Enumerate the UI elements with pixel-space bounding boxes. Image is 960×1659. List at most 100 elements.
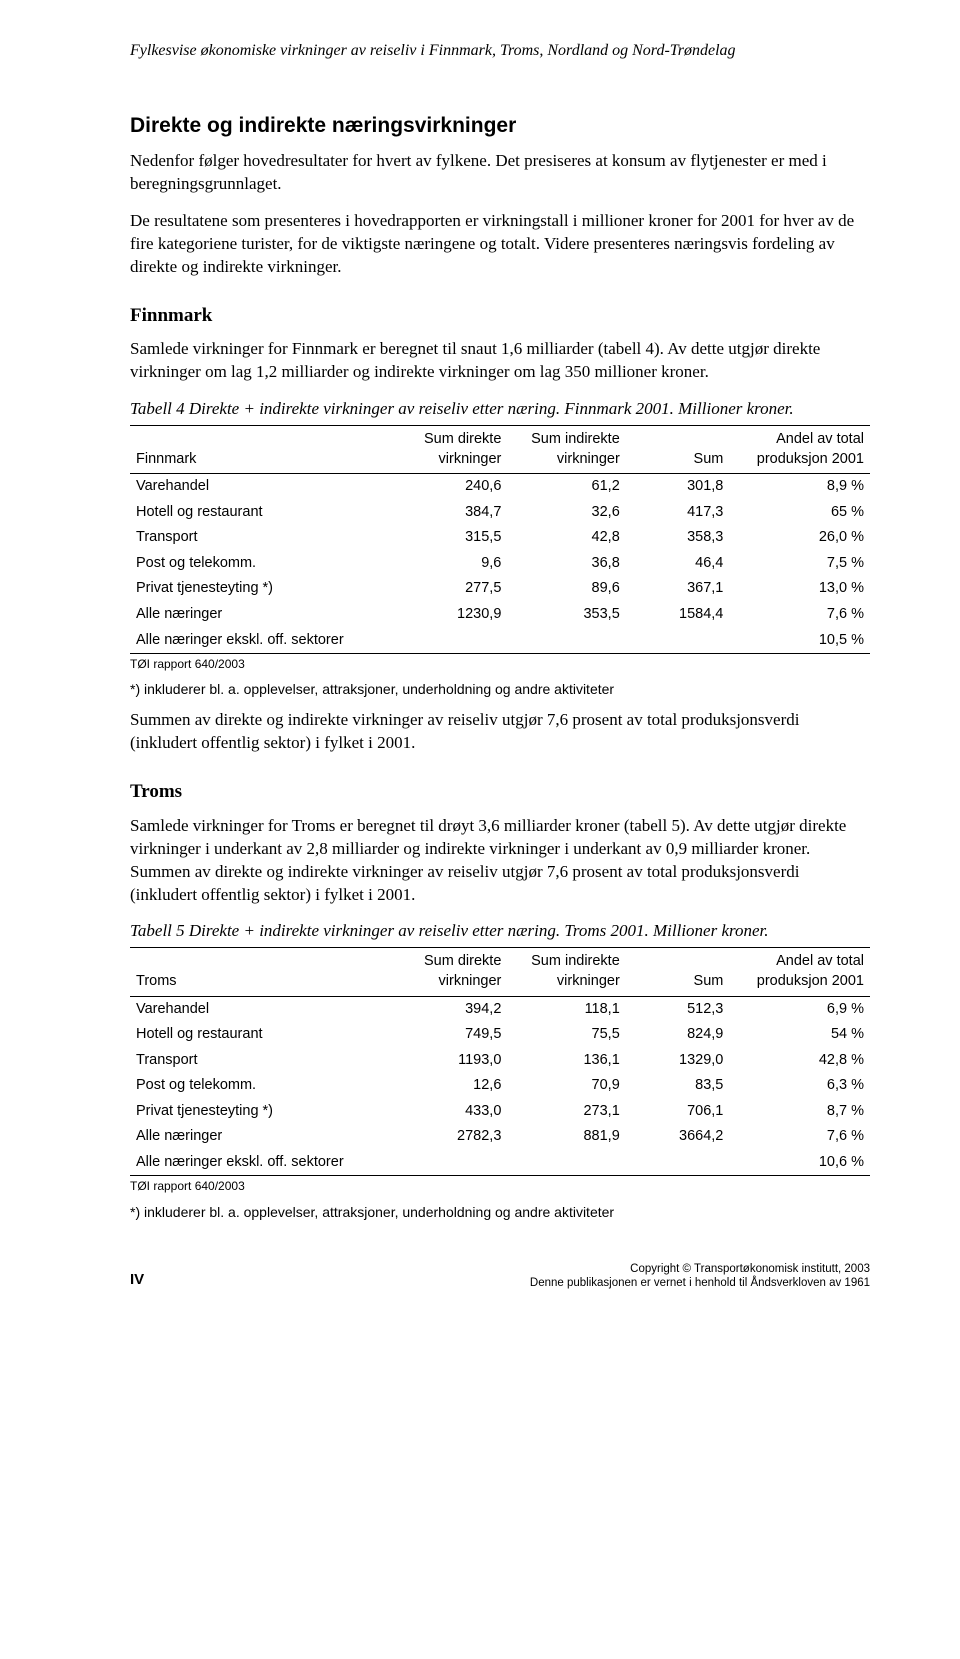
row-value: 881,9 (507, 1124, 625, 1150)
row-label: Privat tjenesteyting *) (130, 1099, 396, 1125)
row-value: 42,8 % (729, 1048, 870, 1074)
row-value: 8,7 % (729, 1099, 870, 1125)
table-row: Post og telekomm.9,636,846,47,5 % (130, 551, 870, 577)
row-value: 42,8 (507, 525, 625, 551)
intro-para-2: De resultatene som presenteres i hovedra… (130, 210, 870, 279)
row-label: Alle næringer ekskl. off. sektorer (130, 628, 396, 654)
finnmark-table-footnote: *) inkluderer bl. a. opplevelser, attrak… (130, 680, 870, 699)
troms-table-footnote: *) inkluderer bl. a. opplevelser, attrak… (130, 1203, 870, 1222)
row-label: Post og telekomm. (130, 1073, 396, 1099)
row-value (626, 628, 730, 654)
row-value: 26,0 % (729, 525, 870, 551)
row-value (626, 1150, 730, 1176)
table-row: Privat tjenesteyting *)277,589,6367,113,… (130, 576, 870, 602)
finnmark-heading: Finnmark (130, 303, 870, 329)
row-value: 7,6 % (729, 1124, 870, 1150)
row-value: 136,1 (507, 1048, 625, 1074)
th-indirekte: Sum indirektevirkninger (507, 426, 625, 474)
row-value: 512,3 (626, 996, 730, 1022)
page-number: IV (130, 1270, 144, 1290)
finnmark-table-caption: Tabell 4 Direkte + indirekte virkninger … (130, 398, 870, 421)
row-value: 824,9 (626, 1022, 730, 1048)
row-value: 7,6 % (729, 602, 870, 628)
table-row: Hotell og restaurant384,732,6417,365 % (130, 500, 870, 526)
row-label: Hotell og restaurant (130, 500, 396, 526)
row-value: 6,9 % (729, 996, 870, 1022)
row-value (396, 628, 507, 654)
row-value: 46,4 (626, 551, 730, 577)
troms-heading: Troms (130, 779, 870, 805)
troms-para-1: Samlede virkninger for Troms er beregnet… (130, 815, 870, 907)
row-value: 240,6 (396, 474, 507, 500)
table-row: Privat tjenesteyting *)433,0273,1706,18,… (130, 1099, 870, 1125)
row-value: 433,0 (396, 1099, 507, 1125)
troms-table-source: TØI rapport 640/2003 (130, 1178, 870, 1194)
th-indirekte: Sum indirektevirkninger (507, 948, 625, 996)
row-value: 1329,0 (626, 1048, 730, 1074)
page-header-title: Fylkesvise økonomiske virkninger av reis… (130, 40, 870, 62)
row-value: 384,7 (396, 500, 507, 526)
row-value: 36,8 (507, 551, 625, 577)
row-label: Alle næringer (130, 602, 396, 628)
row-value: 3664,2 (626, 1124, 730, 1150)
row-label: Alle næringer (130, 1124, 396, 1150)
finnmark-table: Finnmark Sum direktevirkninger Sum indir… (130, 425, 870, 654)
row-value: 358,3 (626, 525, 730, 551)
row-value: 9,6 (396, 551, 507, 577)
row-value: 10,5 % (729, 628, 870, 654)
th-sum: Sum (626, 426, 730, 474)
row-value: 54 % (729, 1022, 870, 1048)
finnmark-table-source: TØI rapport 640/2003 (130, 656, 870, 672)
row-value: 10,6 % (729, 1150, 870, 1176)
row-value: 12,6 (396, 1073, 507, 1099)
section-heading: Direkte og indirekte næringsvirkninger (130, 112, 870, 140)
row-label: Varehandel (130, 474, 396, 500)
row-value: 13,0 % (729, 576, 870, 602)
row-value (507, 1150, 625, 1176)
row-value (396, 1150, 507, 1176)
row-value: 749,5 (396, 1022, 507, 1048)
footer-copyright: Copyright © Transportøkonomisk institutt… (630, 1263, 870, 1275)
table-row: Transport315,542,8358,326,0 % (130, 525, 870, 551)
th-andel: Andel av totalproduksjon 2001 (729, 426, 870, 474)
row-label: Hotell og restaurant (130, 1022, 396, 1048)
row-value: 7,5 % (729, 551, 870, 577)
table-row: Alle næringer1230,9353,51584,47,6 % (130, 602, 870, 628)
row-value: 277,5 (396, 576, 507, 602)
row-value: 315,5 (396, 525, 507, 551)
row-value: 6,3 % (729, 1073, 870, 1099)
table-row: Alle næringer2782,3881,93664,27,6 % (130, 1124, 870, 1150)
intro-para-1: Nedenfor følger hovedresultater for hver… (130, 150, 870, 196)
row-label: Privat tjenesteyting *) (130, 576, 396, 602)
row-value: 75,5 (507, 1022, 625, 1048)
footer-notice: Denne publikasjonen er vernet i henhold … (530, 1277, 870, 1289)
row-value: 301,8 (626, 474, 730, 500)
row-value: 1584,4 (626, 602, 730, 628)
th-direkte: Sum direktevirkninger (396, 426, 507, 474)
row-value (507, 628, 625, 654)
row-value: 1230,9 (396, 602, 507, 628)
row-value: 394,2 (396, 996, 507, 1022)
row-label: Post og telekomm. (130, 551, 396, 577)
row-value: 61,2 (507, 474, 625, 500)
troms-table-caption: Tabell 5 Direkte + indirekte virkninger … (130, 920, 870, 943)
table-row: Hotell og restaurant749,575,5824,954 % (130, 1022, 870, 1048)
table-row: Varehandel394,2118,1512,36,9 % (130, 996, 870, 1022)
row-value: 1193,0 (396, 1048, 507, 1074)
table-row: Transport1193,0136,11329,042,8 % (130, 1048, 870, 1074)
th-label: Troms (130, 948, 396, 996)
row-value: 65 % (729, 500, 870, 526)
row-value: 8,9 % (729, 474, 870, 500)
row-label: Transport (130, 525, 396, 551)
finnmark-para-2: Summen av direkte og indirekte virkninge… (130, 709, 870, 755)
row-value: 353,5 (507, 602, 625, 628)
table-row: Varehandel240,661,2301,88,9 % (130, 474, 870, 500)
row-label: Alle næringer ekskl. off. sektorer (130, 1150, 396, 1176)
row-value: 2782,3 (396, 1124, 507, 1150)
row-value: 367,1 (626, 576, 730, 602)
row-label: Varehandel (130, 996, 396, 1022)
row-value: 273,1 (507, 1099, 625, 1125)
table-row: Alle næringer ekskl. off. sektorer 10,5 % (130, 628, 870, 654)
th-label: Finnmark (130, 426, 396, 474)
finnmark-para-1: Samlede virkninger for Finnmark er bereg… (130, 338, 870, 384)
